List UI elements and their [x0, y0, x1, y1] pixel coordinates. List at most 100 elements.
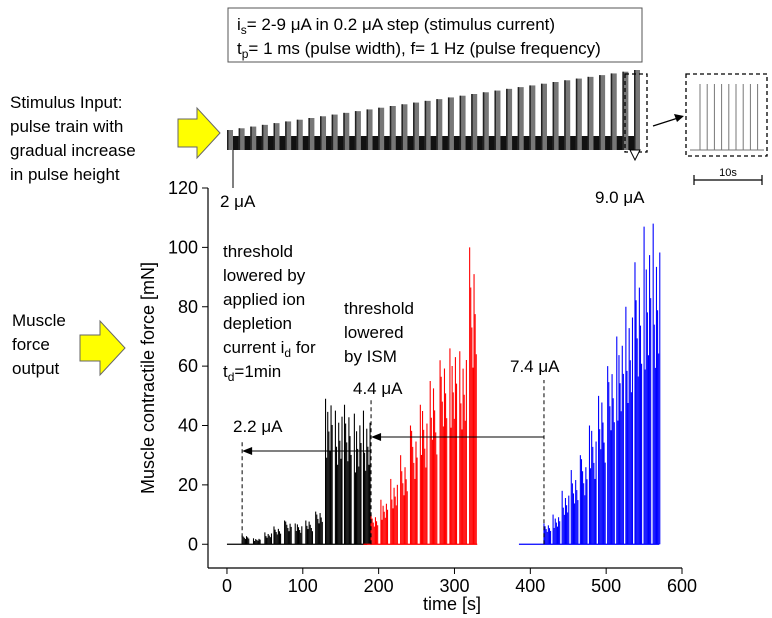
y-tick-label: 80	[178, 297, 198, 317]
x-tick-label: 600	[667, 576, 697, 596]
stimulus-pulse	[436, 99, 443, 150]
muscle-arrow-icon	[79, 319, 126, 377]
force-burst	[343, 404, 352, 545]
red-threshold-label: 4.4 μA	[353, 379, 403, 398]
stimulus-pulse	[506, 88, 513, 150]
stimulus-pulse-edge	[471, 94, 473, 150]
force-burst	[625, 306, 634, 545]
stimulus-pulse-edge	[529, 85, 531, 150]
inset-box	[685, 73, 768, 157]
stimulus-pulse-edge	[436, 99, 438, 150]
force-burst	[419, 404, 428, 545]
stimulus-pulse	[447, 97, 454, 150]
stimulus-pulse	[424, 100, 431, 150]
force-burst	[616, 336, 624, 545]
x-tick-label: 0	[222, 576, 232, 596]
stimulus-pulse-edge	[587, 76, 589, 150]
force-traces	[226, 223, 661, 545]
force-chart: 0 20 40 60 80 100 120 0 100 200 300 400 500 600 time…	[138, 178, 697, 614]
y-axis-title: Muscle contractile force [mN]	[138, 262, 158, 494]
red-threshold-note: threshold lowered by ISM	[344, 299, 414, 366]
force-burst	[429, 380, 438, 545]
force-burst	[370, 514, 379, 545]
stimulus-pulse-edge	[389, 106, 392, 150]
inset-pulses	[690, 84, 764, 151]
force-burst	[598, 395, 606, 545]
note-line6-pre: t	[223, 362, 228, 381]
note-line6-post: =1min	[234, 362, 281, 381]
stimulus-input-label: Stimulus Input: pulse train with gradual…	[10, 93, 136, 184]
y-tick-label: 120	[168, 178, 198, 198]
svg-text:is= 2-9 μA in 0.2 μA step (sti: is= 2-9 μA in 0.2 μA step (stimulus curr…	[237, 15, 555, 37]
stimulus-pulse	[238, 128, 245, 150]
force-burst	[561, 490, 570, 545]
stimulus-pulse	[308, 118, 315, 150]
stimulus-pulse	[587, 76, 594, 150]
stimulus-label-line: gradual increase	[10, 141, 136, 160]
stimulus-label-line: Stimulus Input:	[10, 93, 122, 112]
note-line5-post: for	[291, 338, 316, 357]
force-burst	[652, 223, 661, 545]
y-tick-label: 40	[178, 416, 198, 436]
black-threshold-note: threshold lowered by applied ion depleti…	[223, 242, 316, 384]
force-burst	[607, 366, 615, 545]
stimulus-pulse	[389, 106, 396, 150]
note-line: applied ion	[223, 290, 305, 309]
info-line2-pre: t	[237, 39, 242, 58]
stimulus-pulse-edge	[517, 87, 520, 150]
force-burst	[439, 360, 448, 545]
stimulus-pulse-edge	[354, 111, 357, 150]
stimulus-pulse-edge	[540, 83, 543, 150]
stimulus-start-label: 2 μA	[220, 192, 256, 211]
force-burst	[588, 425, 597, 545]
zoom-arrow-head-icon	[674, 114, 684, 122]
force-burst	[579, 455, 588, 545]
black-threshold-label: 2.2 μA	[233, 417, 283, 436]
stimulus-pulse	[517, 87, 524, 150]
force-burst	[449, 348, 458, 545]
stimulus-end-label: 9.0 μA	[595, 188, 645, 207]
force-burst	[643, 226, 652, 545]
stimulus-arrow-icon	[177, 106, 221, 160]
note-line: threshold	[223, 242, 293, 261]
red-shift-arrow-head-icon	[371, 433, 382, 441]
stimulus-pulse-edge	[308, 118, 310, 150]
x-tick-label: 300	[439, 576, 469, 596]
x-tick-label: 500	[591, 576, 621, 596]
stimulus-pulse	[634, 70, 640, 150]
force-burst	[334, 410, 343, 545]
muscle-output-label: Muscle force output	[12, 311, 66, 378]
stimulus-pulse	[459, 95, 466, 150]
force-burst	[252, 538, 261, 545]
stimulus-pulse-edge	[227, 130, 229, 150]
force-burst	[241, 535, 250, 545]
muscle-label-line: Muscle	[12, 311, 66, 330]
force-burst	[294, 523, 303, 545]
x-ticks: 0 100 200 300 400 500 600	[222, 568, 697, 596]
stimulus-pulse-edge	[424, 100, 427, 150]
force-burst	[380, 499, 389, 545]
stimulus-pulse-edge	[331, 114, 334, 150]
stimulus-pulse	[564, 80, 571, 150]
y-tick-label: 60	[178, 356, 198, 376]
muscle-label-line: output	[12, 359, 60, 378]
stimulus-pulse-edge	[343, 112, 345, 150]
zoom-arrow-line	[652, 117, 679, 127]
stimulus-pulse	[331, 114, 338, 150]
stimulus-pulse	[273, 123, 280, 150]
force-burst	[459, 351, 467, 545]
force-burst	[634, 262, 643, 545]
stimulus-pulse-edge	[610, 73, 613, 150]
stimulus-pulse	[529, 85, 536, 150]
x-tick-label: 100	[288, 576, 318, 596]
x-axis-title: time [s]	[423, 594, 481, 614]
note-line: by ISM	[344, 347, 397, 366]
force-burst	[409, 425, 418, 545]
force-burst	[353, 413, 362, 545]
stimulus-label-line: pulse train with	[10, 117, 123, 136]
stimulus-pulse-edge	[250, 126, 252, 150]
info-line1-sub: s	[241, 23, 247, 37]
stimulus-pulse	[285, 121, 292, 150]
force-burst	[264, 532, 273, 545]
stimulus-pulse-edge	[320, 116, 322, 150]
